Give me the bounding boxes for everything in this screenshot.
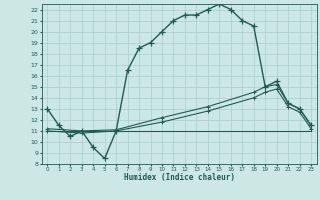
X-axis label: Humidex (Indice chaleur): Humidex (Indice chaleur) [124, 173, 235, 182]
